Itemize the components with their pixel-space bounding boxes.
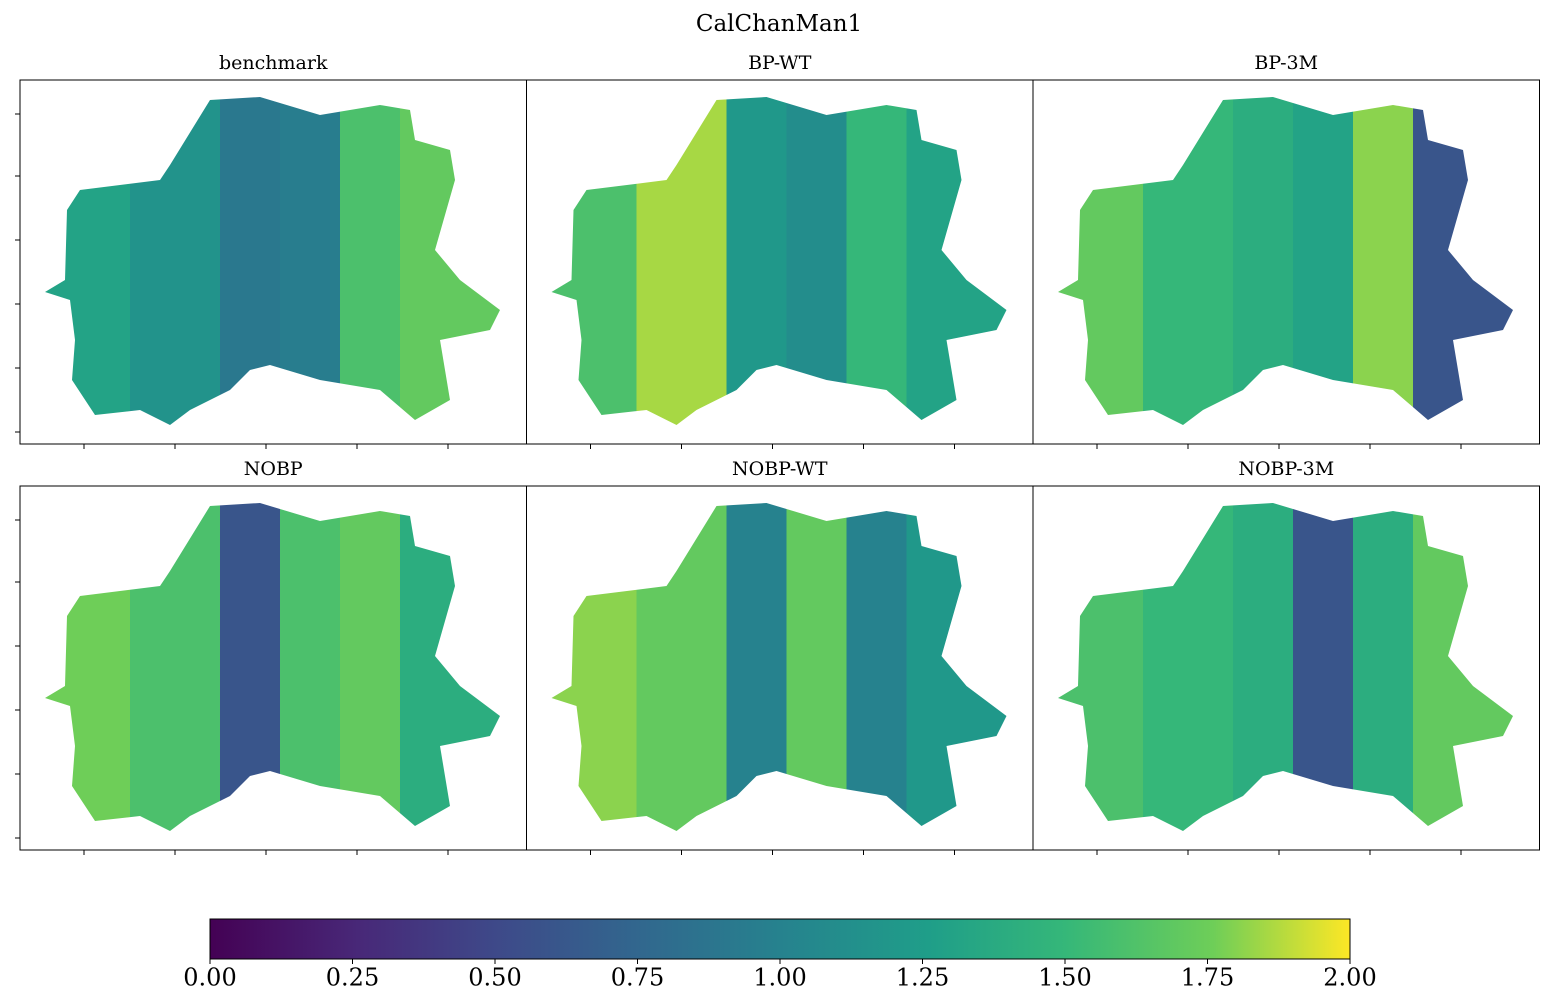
catchment-zone <box>906 97 1007 425</box>
catchment-zone <box>846 97 907 425</box>
catchment-zone <box>726 503 787 831</box>
catchment-zone <box>1293 503 1353 831</box>
catchment-zone <box>1293 97 1353 425</box>
panel-frame <box>1032 79 1540 445</box>
catchment-zone <box>1413 503 1513 831</box>
catchment-zone <box>726 97 787 425</box>
catchment-zone <box>636 97 727 425</box>
catchment-zone <box>220 503 280 831</box>
catchment-zone <box>1143 97 1233 425</box>
panel-frame <box>1032 485 1540 851</box>
catchment-zone <box>400 503 500 831</box>
catchment-zone <box>1143 503 1233 831</box>
colorbar <box>209 918 1351 960</box>
basin-map <box>1058 503 1513 831</box>
basin-map <box>551 503 1007 831</box>
panel-title: NOBP-3M <box>1238 458 1334 480</box>
catchment-zone <box>906 503 1007 831</box>
catchment-zone <box>220 97 280 425</box>
basin-map <box>551 97 1007 425</box>
panel-title: NOBP-WT <box>732 458 828 480</box>
basin-map <box>45 97 500 425</box>
basin-map <box>1058 97 1513 425</box>
catchment-zone <box>1233 97 1293 425</box>
catchment-zone <box>280 97 340 425</box>
catchment-zone <box>1058 97 1143 425</box>
catchment-zone <box>1353 97 1413 425</box>
catchment-zone <box>786 503 847 831</box>
catchment-zone <box>45 503 130 831</box>
catchment-zone <box>551 503 637 831</box>
colorbar-tick-label: 0.50 <box>468 964 521 992</box>
catchment-zone <box>340 97 400 425</box>
catchment-zone <box>400 97 500 425</box>
colorbar-tick-label: 1.75 <box>1181 964 1234 992</box>
catchment-zone <box>130 97 220 425</box>
colorbar-tick-label: 1.25 <box>896 964 949 992</box>
catchment-zone <box>1058 503 1143 831</box>
catchment-zone <box>846 503 907 831</box>
catchment-zone <box>1233 503 1293 831</box>
catchment-zone <box>786 97 847 425</box>
catchment-zone <box>45 97 130 425</box>
colorbar-tick-label: 1.50 <box>1038 964 1091 992</box>
colorbar-tick-label: 0.00 <box>183 964 236 992</box>
catchment-zone <box>1353 503 1413 831</box>
colorbar-tick-label: 2.00 <box>1323 964 1376 992</box>
panel-title: benchmark <box>219 52 328 74</box>
catchment-zone <box>340 503 400 831</box>
panel-title: NOBP <box>244 458 303 480</box>
colorbar-tick-label: 0.75 <box>611 964 664 992</box>
catchment-zone <box>130 503 220 831</box>
basin-map <box>45 503 500 831</box>
figure-title: CalChanMan1 <box>696 11 862 37</box>
panel-title: BP-3M <box>1254 52 1318 74</box>
colorbar-tick-label: 1.00 <box>753 964 806 992</box>
panel-title: BP-WT <box>748 52 812 74</box>
catchment-zone <box>280 503 340 831</box>
colorbar-tick-label: 0.25 <box>326 964 379 992</box>
catchment-zone <box>1413 97 1513 425</box>
catchment-zone <box>636 503 727 831</box>
catchment-zone <box>551 97 637 425</box>
